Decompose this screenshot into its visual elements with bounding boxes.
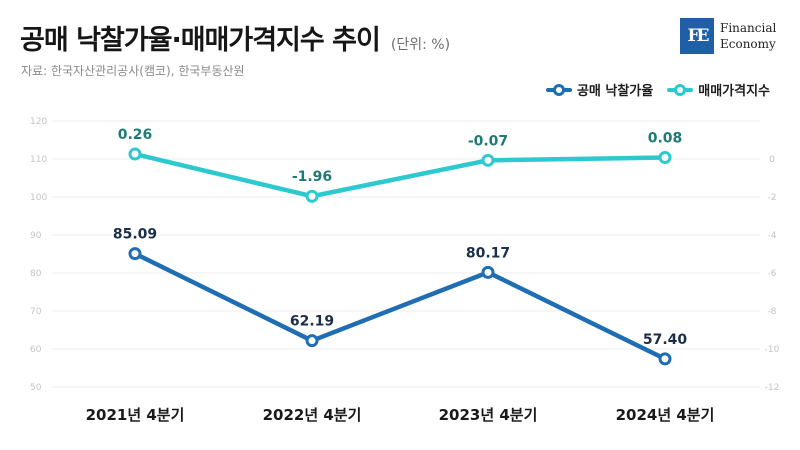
- data-point: [128, 147, 142, 161]
- legend-swatch-auction-rate: [545, 83, 572, 96]
- y-left-tick-label: 80: [30, 269, 42, 279]
- legend: 공매 낙찰가율 매매가격지수: [545, 80, 770, 99]
- data-label: 85.09: [113, 227, 157, 243]
- source-note: 자료: 한국자산관리공사(캠코), 한국부동산원: [21, 64, 245, 78]
- data-point: [305, 189, 319, 203]
- data-label: 0.08: [648, 130, 683, 146]
- legend-item-auction-rate: 공매 낙찰가율: [545, 80, 654, 99]
- data-label: -1.96: [292, 169, 332, 185]
- data-point: [481, 153, 495, 167]
- y-left-tick-label: 100: [30, 193, 47, 203]
- series-line-price-index: [132, 151, 668, 199]
- y-right-tick-label: -8: [768, 307, 777, 317]
- data-label: 80.17: [466, 245, 510, 261]
- data-label: -0.07: [468, 133, 508, 149]
- y-right-tick-label: 0: [769, 155, 775, 165]
- x-category-label: 2021년 4분기: [86, 406, 185, 424]
- y-left-tick-label: 120: [30, 117, 47, 127]
- data-point: [305, 334, 319, 348]
- data-label: 57.40: [643, 332, 688, 348]
- unit-label: (단위: %): [390, 37, 451, 53]
- legend-item-price-index: 매매가격지수: [667, 80, 770, 99]
- legend-swatch-price-index: [667, 83, 694, 96]
- title-row: 공매 낙찰가율·매매가격지수 추이 (단위: %): [20, 18, 450, 57]
- x-category-label: 2023년 4분기: [439, 406, 538, 424]
- financial-economy-logo: FE Financial Economy: [680, 18, 790, 56]
- data-point: [481, 265, 495, 279]
- y-left-tick-label: 60: [30, 345, 42, 355]
- x-category-label: 2024년 4분기: [616, 406, 715, 424]
- y-left-tick-label: 70: [30, 307, 42, 317]
- y-right-tick-label: -4: [768, 231, 777, 241]
- y-right-tick-label: -2: [768, 193, 777, 203]
- series-line-auction-rate: [132, 251, 668, 362]
- data-label: 62.19: [290, 314, 334, 330]
- y-left-tick-label: 50: [30, 383, 42, 393]
- logo-line-1: Financial: [720, 21, 777, 35]
- y-right-tick-label: -10: [765, 345, 780, 355]
- data-point: [128, 247, 142, 261]
- data-label: 0.26: [118, 127, 153, 143]
- y-left-tick-label: 110: [30, 155, 47, 165]
- legend-label-price-index: 매매가격지수: [698, 84, 770, 99]
- data-point: [658, 150, 672, 164]
- data-point: [658, 352, 672, 366]
- y-right-tick-label: -12: [765, 383, 780, 393]
- y-right-tick-label: -6: [768, 269, 777, 279]
- legend-label-auction-rate: 공매 낙찰가율: [576, 84, 654, 99]
- y-left-tick-label: 90: [30, 231, 42, 241]
- chart-title: 공매 낙찰가율·매매가격지수 추이: [20, 25, 381, 56]
- logo-line-2: Economy: [720, 37, 776, 51]
- fe-logo-mark: FE: [680, 18, 714, 54]
- logo-wordmark: Financial Economy: [720, 20, 776, 52]
- x-category-label: 2022년 4분기: [263, 406, 362, 424]
